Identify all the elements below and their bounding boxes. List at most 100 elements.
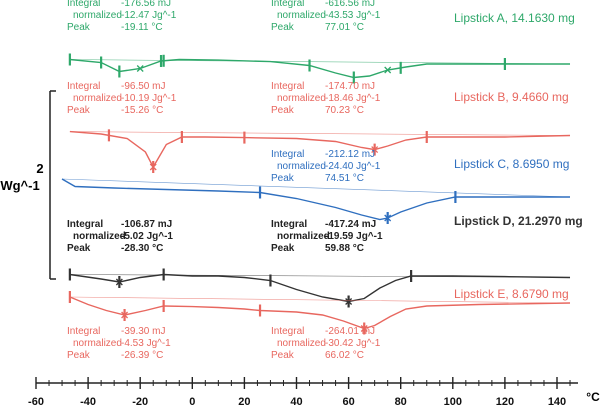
peak-marker xyxy=(136,65,144,72)
annotation-label: Integral xyxy=(67,0,100,9)
peak-marker xyxy=(360,325,368,332)
annotation-value: -264.01 mJ xyxy=(325,326,375,337)
annotation-value: -10.19 Jg^-1 xyxy=(121,93,177,104)
annotation-label: Peak xyxy=(271,173,295,184)
annotation-value: -24.40 Jg^-1 xyxy=(325,161,381,172)
x-tick-label: -60 xyxy=(28,396,44,408)
peak-marker xyxy=(121,311,129,319)
annotation-value: -43.53 Jg^-1 xyxy=(325,10,381,21)
annotation-label: normalized xyxy=(73,231,126,242)
series-legend-label: Lipstick E, 8.6790 mg xyxy=(454,287,569,301)
annotation-label: Peak xyxy=(271,350,295,361)
annotation-label: Integral xyxy=(271,149,304,160)
annotation-label: Integral xyxy=(271,81,304,92)
scale-bar: 2 Wg^-1 xyxy=(0,90,56,280)
series-1: Lipstick A, 14.1630 mgIntegralnormalized… xyxy=(67,0,575,84)
peak-marker xyxy=(115,278,123,286)
annotation-label: Integral xyxy=(67,326,100,337)
annotation-value: 59.88 °C xyxy=(325,243,364,254)
annotation-value: 77.01 °C xyxy=(325,22,364,33)
annotation-label: Integral xyxy=(271,326,304,337)
annotation-value: -39.30 mJ xyxy=(121,326,165,337)
series-legend-label: Lipstick D, 21.2970 mg xyxy=(454,214,583,228)
series-legend-label: Lipstick B, 9.4660 mg xyxy=(454,90,569,104)
annotation-label: Peak xyxy=(67,243,91,254)
annotation-label: Integral xyxy=(67,81,100,92)
annotation-value: -212.12 mJ xyxy=(325,149,375,160)
annotation-label: Peak xyxy=(67,350,91,361)
x-tick-label: 40 xyxy=(290,396,302,408)
series-legend-label: Lipstick C, 8.6950 mg xyxy=(454,157,569,171)
annotation-label: normalized xyxy=(277,10,326,21)
annotation-label: normalized xyxy=(277,161,326,172)
series-3: Lipstick C, 8.6950 mg IntegralnormalizedP… xyxy=(61,149,571,224)
annotation-value: -26.39 °C xyxy=(121,350,163,361)
peak-marker xyxy=(149,163,157,171)
annotation-label: Integral xyxy=(271,0,304,9)
annotation-value: -96.50 mJ xyxy=(121,81,165,92)
series-legend-label: Lipstick A, 14.1630 mg xyxy=(454,11,575,25)
annotation-value: -616.56 mJ xyxy=(325,0,375,9)
series-baseline xyxy=(62,178,571,198)
annotation-value: -12.47 Jg^-1 xyxy=(121,10,177,21)
annotation-value: -4.53 Jg^-1 xyxy=(121,338,171,349)
annotation-value: -19.59 Jg^-1 xyxy=(325,231,383,242)
annotation-value: -106.87 mJ xyxy=(121,219,172,230)
annotation-value: -18.46 Jg^-1 xyxy=(325,93,381,104)
annotation-label: Peak xyxy=(271,22,295,33)
y-axis-label: Wg^-1 xyxy=(0,178,39,193)
annotation-label: normalized xyxy=(277,231,330,242)
annotation-value: -28.30 °C xyxy=(121,243,163,254)
series-curve xyxy=(69,58,570,79)
x-tick-label: 80 xyxy=(395,396,407,408)
annotation-value: -417.24 mJ xyxy=(325,219,376,230)
scale-bar-value: 2 xyxy=(36,161,43,176)
annotation-value: -19.11 °C xyxy=(121,22,163,33)
x-tick-label: 60 xyxy=(342,396,354,408)
annotation-label: Peak xyxy=(271,243,295,254)
annotation-value: -174.70 mJ xyxy=(325,81,375,92)
x-axis: -60 -40 -20 0 20 40 60 80 100 120 140 °C xyxy=(28,377,600,408)
peak-marker xyxy=(384,214,392,222)
series-layer: Lipstick A, 14.1630 mgIntegralnormalized… xyxy=(61,0,583,361)
annotation-label: Peak xyxy=(271,105,295,116)
peak-marker xyxy=(384,66,392,74)
peak-marker xyxy=(345,298,353,305)
x-tick-label: 140 xyxy=(548,396,566,408)
series-2: Lipstick B, 9.4660 mgIntegralnormalizedP… xyxy=(67,81,571,173)
annotation-label: Peak xyxy=(67,22,91,33)
x-tick-label: 120 xyxy=(496,396,514,408)
annotation-value: 66.02 °C xyxy=(325,350,364,361)
annotation-label: normalized xyxy=(73,93,122,104)
annotation-value: -15.26 °C xyxy=(121,105,163,116)
annotation-value: 70.23 °C xyxy=(325,105,364,116)
series-curve xyxy=(69,296,571,330)
x-tick-label: 100 xyxy=(444,396,462,408)
series-5: Lipstick E, 8.6790 mgIntegralnormalizedP… xyxy=(67,287,571,361)
x-axis-unit: °C xyxy=(586,390,600,404)
annotation-label: normalized xyxy=(73,338,122,349)
x-tick-label: 20 xyxy=(238,396,250,408)
series-4: Lipstick D, 21.2970 mgIntegralnormalized… xyxy=(67,214,583,308)
annotation-value: -30.42 Jg^-1 xyxy=(325,338,381,349)
peak-marker xyxy=(371,146,379,154)
annotation-value: -176.56 mJ xyxy=(121,0,171,9)
series-baseline xyxy=(69,296,571,304)
annotation-value: 74.51 °C xyxy=(325,173,364,184)
series-baseline xyxy=(69,59,571,65)
x-tick-label: -20 xyxy=(132,396,148,408)
x-tick-label: -40 xyxy=(80,396,96,408)
annotation-label: Peak xyxy=(67,105,91,116)
annotation-label: Integral xyxy=(67,219,103,230)
annotation-label: normalized xyxy=(277,338,326,349)
